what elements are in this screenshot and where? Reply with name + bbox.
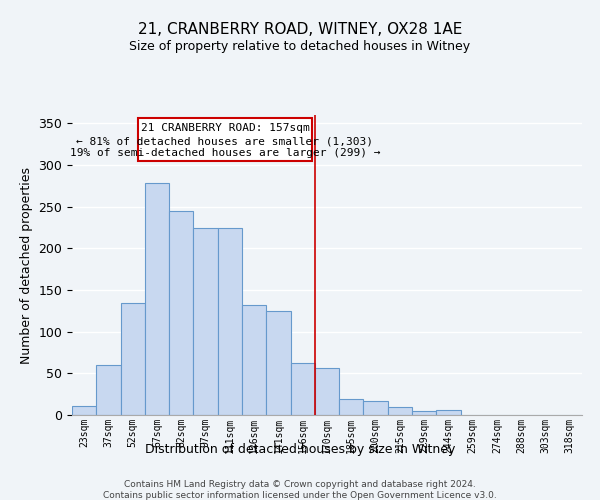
Bar — [96, 365, 121, 415]
Text: Contains public sector information licensed under the Open Government Licence v3: Contains public sector information licen… — [103, 491, 497, 500]
Bar — [315, 368, 339, 415]
Bar — [290, 362, 315, 415]
Text: 21, CRANBERRY ROAD, WITNEY, OX28 1AE: 21, CRANBERRY ROAD, WITNEY, OX28 1AE — [138, 22, 462, 38]
Text: Size of property relative to detached houses in Witney: Size of property relative to detached ho… — [130, 40, 470, 53]
Y-axis label: Number of detached properties: Number of detached properties — [20, 166, 33, 364]
Bar — [169, 211, 193, 415]
Bar — [266, 311, 290, 415]
Bar — [436, 410, 461, 415]
Bar — [242, 305, 266, 415]
Bar — [121, 302, 145, 415]
Bar — [193, 228, 218, 415]
Text: 21 CRANBERRY ROAD: 157sqm: 21 CRANBERRY ROAD: 157sqm — [140, 124, 310, 134]
Text: 19% of semi-detached houses are larger (299) →: 19% of semi-detached houses are larger (… — [70, 148, 380, 158]
Bar — [339, 399, 364, 415]
Text: Contains HM Land Registry data © Crown copyright and database right 2024.: Contains HM Land Registry data © Crown c… — [124, 480, 476, 489]
Bar — [218, 228, 242, 415]
Bar — [412, 411, 436, 415]
Bar — [388, 406, 412, 415]
Text: ← 81% of detached houses are smaller (1,303): ← 81% of detached houses are smaller (1,… — [77, 136, 373, 146]
Bar — [364, 401, 388, 415]
FancyBboxPatch shape — [137, 118, 313, 161]
Bar — [145, 184, 169, 415]
Bar — [72, 406, 96, 415]
Text: Distribution of detached houses by size in Witney: Distribution of detached houses by size … — [145, 442, 455, 456]
